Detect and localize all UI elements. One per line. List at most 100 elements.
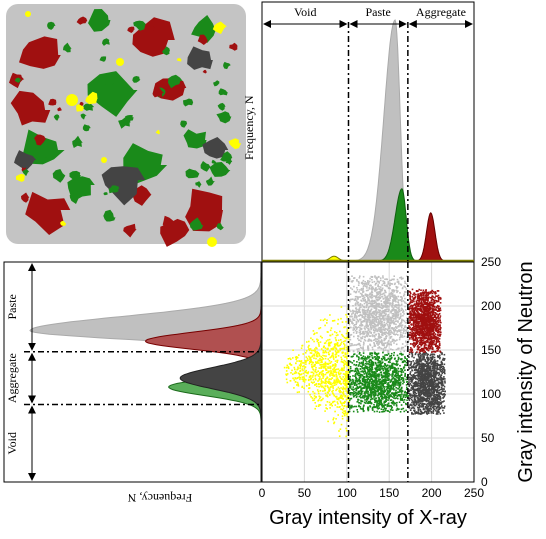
scatter-point [419, 352, 422, 355]
scatter-point [432, 308, 435, 310]
scatter-point [437, 382, 440, 384]
scatter-point [285, 378, 288, 381]
scatter-point [408, 381, 410, 384]
scatter-point [293, 372, 296, 375]
scatter-point [362, 346, 364, 348]
scatter-point [409, 319, 411, 322]
scatter-point [395, 323, 397, 326]
scatter-point [352, 329, 354, 331]
scatter-point [434, 400, 436, 402]
scatter-point [338, 345, 340, 347]
scatter-point [441, 394, 444, 396]
scatter-point [418, 334, 420, 336]
scatter-point [414, 411, 416, 414]
scatter-point [363, 327, 366, 329]
scatter-point [417, 396, 419, 399]
scatter-point [401, 318, 403, 321]
scatter-point [397, 301, 399, 303]
phase-speck [180, 120, 188, 128]
phase-speck [220, 151, 233, 162]
phase-region-red [19, 36, 61, 69]
scatter-point [386, 341, 389, 344]
scatter-point [320, 355, 322, 358]
scatter-point [433, 306, 436, 308]
scatter-point [358, 282, 360, 284]
scatter-point [399, 277, 401, 279]
scatter-point [359, 296, 362, 298]
scatter-point [411, 354, 414, 357]
scatter-point [333, 358, 335, 360]
scatter-point [305, 361, 307, 363]
scatter-point [415, 343, 418, 346]
scatter-point [296, 377, 299, 379]
scatter-point [426, 353, 428, 355]
scatter-point [326, 376, 329, 379]
scatter-point [325, 377, 328, 380]
scatter-point [408, 389, 410, 391]
scatter-point [318, 395, 321, 397]
scatter-point [404, 291, 406, 293]
scatter-point [338, 388, 341, 390]
scatter-point [365, 289, 368, 292]
scatter-point [321, 359, 323, 361]
phase-speck [155, 169, 161, 174]
scatter-point [302, 353, 304, 355]
scatter-point [439, 403, 442, 405]
phase-speck [197, 34, 208, 45]
scatter-point [336, 359, 338, 362]
scatter-point [377, 347, 379, 349]
scatter-point [439, 412, 442, 415]
scatter-point [426, 369, 429, 372]
scatter-point [307, 390, 310, 393]
scatter-point [318, 355, 321, 357]
scatter-point [396, 315, 398, 317]
scatter-point [410, 347, 412, 349]
scatter-point [411, 299, 413, 302]
scatter-point [430, 353, 432, 356]
scatter-point [398, 283, 400, 285]
scatter-point [416, 384, 418, 387]
phase-speck [83, 103, 95, 111]
scatter-point [403, 329, 405, 331]
scatter-point [394, 298, 396, 300]
scatter-point [439, 354, 441, 357]
scatter-point [417, 401, 420, 403]
scatter-point [419, 384, 421, 387]
scatter-point [417, 404, 420, 406]
scatter-point [427, 362, 429, 365]
scatter-point [360, 320, 362, 323]
scatter-point [439, 396, 441, 398]
scatter-point [342, 387, 344, 390]
scatter-point [342, 407, 345, 410]
scatter-point [427, 387, 430, 390]
scatter-point [373, 326, 375, 329]
scatter-point [330, 382, 332, 384]
left-histogram-xlabel: Frequency, N [127, 491, 192, 505]
scatter-point [345, 390, 347, 392]
scatter-point [438, 298, 440, 301]
scatter-point [367, 283, 370, 286]
scatter-point [297, 383, 299, 386]
scatter-point [330, 403, 333, 405]
scatter-point [356, 280, 358, 282]
scatter-point [417, 390, 420, 393]
micrograph-phase-regions [9, 9, 242, 247]
scatter-point [354, 291, 357, 294]
scatter-point [415, 352, 417, 354]
scatter-point [322, 351, 324, 354]
scatter-point [432, 361, 434, 363]
scatter-point [356, 311, 359, 313]
scatter-point [393, 342, 395, 344]
scatter-point [429, 384, 431, 387]
scatter-point [364, 285, 367, 288]
scatter-point [432, 317, 434, 320]
scatter-point [421, 343, 423, 346]
scatter-point [329, 389, 331, 391]
scatter-point [411, 310, 414, 313]
scatter-point [331, 372, 333, 374]
scatter-point [389, 297, 392, 299]
scatter-point [336, 342, 339, 345]
scatter-point [300, 362, 302, 365]
scatter-point [403, 293, 406, 296]
scatter-point [370, 326, 372, 329]
